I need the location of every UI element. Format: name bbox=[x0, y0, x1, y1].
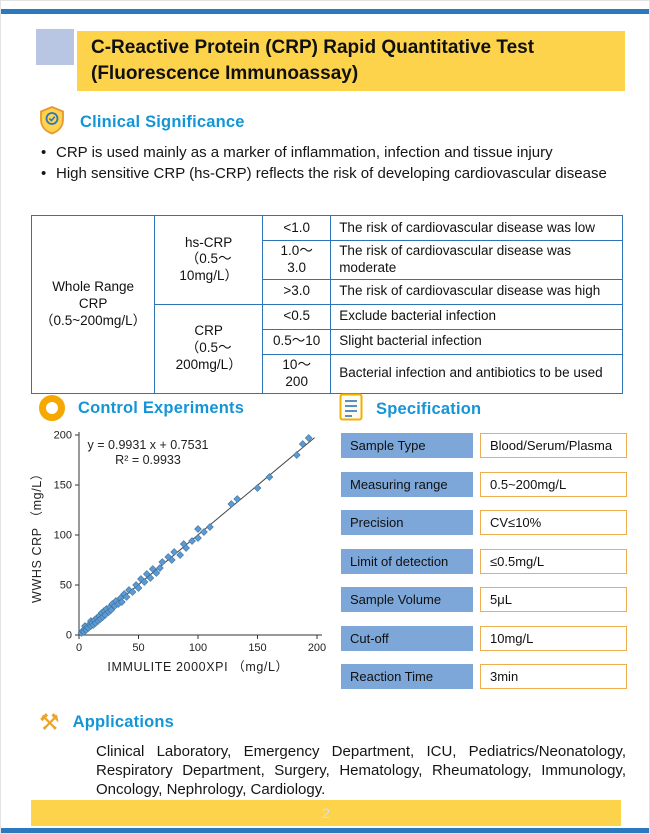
crp-range-table: Whole Range CRP （0.5~200mg/L） hs-CRP （0.… bbox=[30, 215, 623, 394]
svg-text:R² = 0.9933: R² = 0.9933 bbox=[115, 453, 181, 467]
value-cell: >3.0 bbox=[262, 278, 332, 305]
specification-heading: Specification bbox=[339, 393, 481, 426]
header: C-Reactive Protein (CRP) Rapid Quantitat… bbox=[1, 27, 649, 93]
spec-row: Limit of detection ≤0.5mg/L bbox=[341, 548, 627, 574]
spec-value: CV≤10% bbox=[480, 510, 627, 535]
group-range: （0.5～200mg/L） bbox=[175, 340, 242, 373]
spec-row: Sample Volume 5μL bbox=[341, 587, 627, 612]
table-row: 10～200 Bacterial infection and antibioti… bbox=[32, 353, 623, 394]
section-title: Clinical Significance bbox=[80, 113, 245, 131]
ring-icon bbox=[39, 395, 65, 421]
value-cell: 1.0～3.0 bbox=[262, 240, 332, 280]
table-row: 1.0～3.0 The risk of cardiovascular disea… bbox=[32, 240, 623, 280]
page-title-line1: C-Reactive Protein (CRP) Rapid Quantitat… bbox=[91, 37, 535, 58]
desc-cell: Exclude bacterial infection bbox=[330, 303, 623, 330]
spec-row: Sample Type Blood/Serum/Plasma bbox=[341, 433, 627, 458]
section-title: Control Experiments bbox=[78, 398, 245, 417]
svg-text:200: 200 bbox=[308, 642, 326, 654]
svg-text:150: 150 bbox=[54, 480, 72, 492]
gavel-icon: ⚒ bbox=[39, 709, 60, 735]
spec-value: 10mg/L bbox=[480, 625, 627, 651]
svg-text:100: 100 bbox=[189, 642, 207, 654]
spec-value: 3min bbox=[480, 664, 627, 689]
spec-value: Blood/Serum/Plasma bbox=[480, 433, 627, 458]
spec-row: Cut-off 10mg/L bbox=[341, 625, 627, 651]
value-cell: <1.0 bbox=[262, 215, 332, 241]
spec-label: Sample Volume bbox=[341, 587, 473, 612]
desc-cell: The risk of cardiovascular disease was h… bbox=[330, 278, 623, 305]
spec-row: Measuring range 0.5~200mg/L bbox=[341, 471, 627, 497]
spec-label: Precision bbox=[341, 510, 473, 535]
top-divider-bar bbox=[1, 9, 649, 14]
spec-value: 0.5~200mg/L bbox=[480, 471, 627, 497]
group-name: CRP bbox=[194, 323, 223, 339]
page-number: 2 bbox=[322, 805, 330, 821]
specification-table: Sample Type Blood/Serum/Plasma Measuring… bbox=[341, 433, 627, 703]
spec-label: Limit of detection bbox=[341, 548, 473, 574]
spec-value: ≤0.5mg/L bbox=[480, 548, 627, 574]
hs-crp-group-cell: hs-CRP （0.5～10mg/L） bbox=[154, 215, 264, 305]
group-range: （0.5～10mg/L） bbox=[179, 251, 238, 284]
document-list-icon bbox=[339, 393, 363, 426]
value-cell: 0.5～10 bbox=[262, 328, 332, 355]
title-banner: C-Reactive Protein (CRP) Rapid Quantitat… bbox=[77, 31, 625, 91]
bottom-divider-bar bbox=[1, 828, 649, 833]
spec-label: Reaction Time bbox=[341, 664, 473, 689]
svg-text:50: 50 bbox=[60, 580, 72, 592]
clinical-significance-heading: Clinical Significance bbox=[37, 105, 245, 140]
svg-text:100: 100 bbox=[54, 530, 72, 542]
row-header-line: CRP bbox=[78, 295, 108, 311]
value-cell: 10～200 bbox=[262, 353, 332, 394]
medal-badge-icon bbox=[37, 105, 67, 140]
desc-cell: Slight bacterial infection bbox=[330, 328, 623, 355]
svg-text:IMMULITE 2000XPI （mg/L）: IMMULITE 2000XPI （mg/L） bbox=[107, 660, 288, 674]
bullet-item: CRP is used mainly as a marker of inflam… bbox=[39, 143, 625, 164]
table-row: >3.0 The risk of cardiovascular disease … bbox=[32, 278, 623, 305]
decorative-square bbox=[36, 29, 74, 65]
crp-group-cell: CRP （0.5～200mg/L） bbox=[154, 303, 264, 394]
spec-label: Cut-off bbox=[341, 625, 473, 651]
spec-label: Measuring range bbox=[341, 471, 473, 497]
clinical-bullet-list: CRP is used mainly as a marker of inflam… bbox=[39, 143, 625, 184]
applications-text: Clinical Laboratory, Emergency Departmen… bbox=[96, 743, 626, 798]
svg-text:150: 150 bbox=[248, 642, 266, 654]
group-name: hs-CRP bbox=[185, 234, 233, 250]
correlation-scatter-chart: 0 50 100 150 200 0 50 100 150 200 y = 0.9931 x + 0… bbox=[29, 427, 341, 695]
svg-text:0: 0 bbox=[76, 642, 82, 654]
row-header-line: （0.5~200mg/L） bbox=[40, 312, 147, 328]
row-header-line: Whole Range bbox=[52, 278, 134, 294]
applications-heading: ⚒ Applications bbox=[39, 711, 174, 734]
section-title: Specification bbox=[376, 400, 482, 418]
svg-text:50: 50 bbox=[132, 642, 144, 654]
table-row: Whole Range CRP （0.5~200mg/L） hs-CRP （0.… bbox=[30, 215, 623, 394]
bullet-item: High sensitive CRP (hs-CRP) reflects the… bbox=[39, 164, 625, 185]
value-cell: <0.5 bbox=[262, 303, 332, 330]
desc-cell: The risk of cardiovascular disease was l… bbox=[330, 215, 623, 241]
svg-text:y = 0.9931 x + 0.7531: y = 0.9931 x + 0.7531 bbox=[88, 438, 209, 452]
desc-cell: The risk of cardiovascular disease was m… bbox=[330, 240, 623, 280]
control-experiments-heading: Control Experiments bbox=[39, 395, 244, 421]
svg-text:WWHS CRP （mg/L）: WWHS CRP （mg/L） bbox=[30, 467, 44, 603]
section-title: Applications bbox=[72, 713, 175, 731]
spec-label: Sample Type bbox=[341, 433, 473, 458]
page-title-line2: (Fluorescence Immunoassay) bbox=[91, 62, 359, 84]
table-row: 0.5～10 Slight bacterial infection bbox=[32, 328, 623, 355]
spec-value: 5μL bbox=[480, 587, 627, 612]
whole-range-cell: Whole Range CRP （0.5~200mg/L） bbox=[30, 215, 156, 394]
svg-text:200: 200 bbox=[54, 430, 72, 442]
svg-text:0: 0 bbox=[66, 630, 72, 642]
desc-cell: Bacterial infection and antibiotics to b… bbox=[330, 353, 623, 394]
spec-row: Precision CV≤10% bbox=[341, 510, 627, 535]
spec-row: Reaction Time 3min bbox=[341, 664, 627, 689]
footer-banner: 2 bbox=[31, 800, 621, 826]
